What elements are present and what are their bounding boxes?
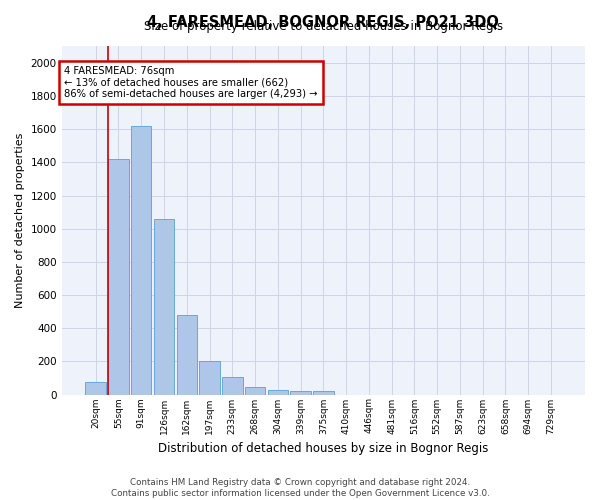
Bar <box>313 391 334 394</box>
Text: Size of property relative to detached houses in Bognor Regis: Size of property relative to detached ho… <box>144 20 503 32</box>
Title: 4, FARESMEAD, BOGNOR REGIS, PO21 3DQ: 4, FARESMEAD, BOGNOR REGIS, PO21 3DQ <box>148 15 499 30</box>
Y-axis label: Number of detached properties: Number of detached properties <box>15 133 25 308</box>
Text: 4 FARESMEAD: 76sqm
← 13% of detached houses are smaller (662)
86% of semi-detach: 4 FARESMEAD: 76sqm ← 13% of detached hou… <box>64 66 318 99</box>
Text: Contains HM Land Registry data © Crown copyright and database right 2024.
Contai: Contains HM Land Registry data © Crown c… <box>110 478 490 498</box>
Bar <box>154 219 174 394</box>
Bar <box>131 126 151 394</box>
X-axis label: Distribution of detached houses by size in Bognor Regis: Distribution of detached houses by size … <box>158 442 488 455</box>
Bar <box>245 387 265 394</box>
Bar <box>268 390 288 394</box>
Bar <box>290 391 311 394</box>
Bar <box>108 159 129 394</box>
Bar <box>199 360 220 394</box>
Bar <box>85 382 106 394</box>
Bar <box>222 377 242 394</box>
Bar <box>176 315 197 394</box>
